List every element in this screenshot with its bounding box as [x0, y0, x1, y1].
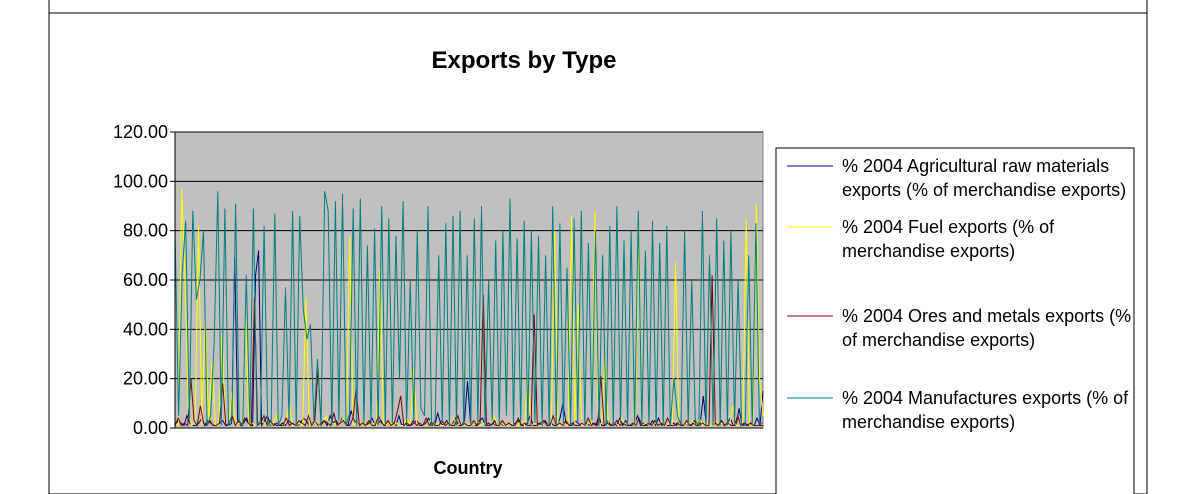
y-tick-label: 120.00	[113, 122, 168, 142]
x-axis-label: Country	[434, 458, 503, 478]
series-lines	[174, 188, 764, 428]
legend-items: % 2004 Agricultural raw materials exports…	[787, 156, 1131, 432]
legend-label: % 2004 Manufactures exports (% of merchan…	[842, 388, 1129, 432]
chart-title: Exports by Type	[432, 47, 617, 74]
legend-label: % 2004 Ores and metals exports (% of merc…	[842, 306, 1131, 350]
y-tick-label: 60.00	[123, 270, 168, 290]
y-tick-label: 80.00	[123, 221, 168, 241]
legend	[775, 147, 1135, 494]
series-line-4	[174, 191, 763, 428]
y-tick-label: 0.00	[133, 418, 168, 438]
series-line-3	[174, 275, 763, 428]
y-axis: 0.00 20.00 40.00 60.00 80.00 100.00 120.00	[113, 122, 175, 438]
legend-label: % 2004 Fuel exports (% of merchandise exp…	[842, 217, 1055, 261]
legend-label: % 2004 Agricultural raw materials exports…	[842, 156, 1126, 200]
y-tick-label: 20.00	[123, 369, 168, 389]
y-tick-label: 40.00	[123, 319, 168, 339]
y-tick-label: 100.00	[113, 171, 168, 191]
